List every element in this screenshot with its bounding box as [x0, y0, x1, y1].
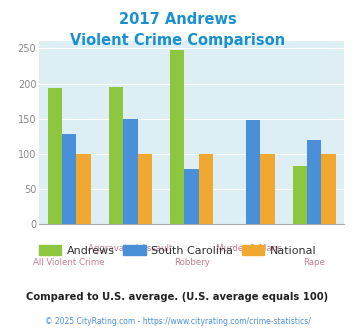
Legend: Andrews, South Carolina, National: Andrews, South Carolina, National [34, 240, 321, 260]
Bar [123, 119, 138, 224]
Bar [138, 154, 152, 224]
Bar [246, 120, 260, 224]
Bar [62, 134, 76, 224]
Bar [109, 87, 123, 224]
Bar [260, 154, 274, 224]
Bar [185, 170, 199, 224]
Bar [48, 88, 62, 224]
Text: 2017 Andrews: 2017 Andrews [119, 12, 236, 26]
Bar [76, 154, 91, 224]
Text: Compared to U.S. average. (U.S. average equals 100): Compared to U.S. average. (U.S. average … [26, 292, 329, 302]
Text: © 2025 CityRating.com - https://www.cityrating.com/crime-statistics/: © 2025 CityRating.com - https://www.city… [45, 317, 310, 326]
Bar [321, 154, 336, 224]
Bar [293, 166, 307, 224]
Text: Rape: Rape [303, 258, 325, 267]
Bar [199, 154, 213, 224]
Text: All Violent Crime: All Violent Crime [33, 258, 105, 267]
Bar [170, 50, 185, 224]
Text: Murder & Mans...: Murder & Mans... [216, 244, 290, 253]
Text: Robbery: Robbery [174, 258, 210, 267]
Text: Violent Crime Comparison: Violent Crime Comparison [70, 33, 285, 48]
Text: Aggravated Assault: Aggravated Assault [88, 244, 173, 253]
Bar [307, 140, 321, 224]
